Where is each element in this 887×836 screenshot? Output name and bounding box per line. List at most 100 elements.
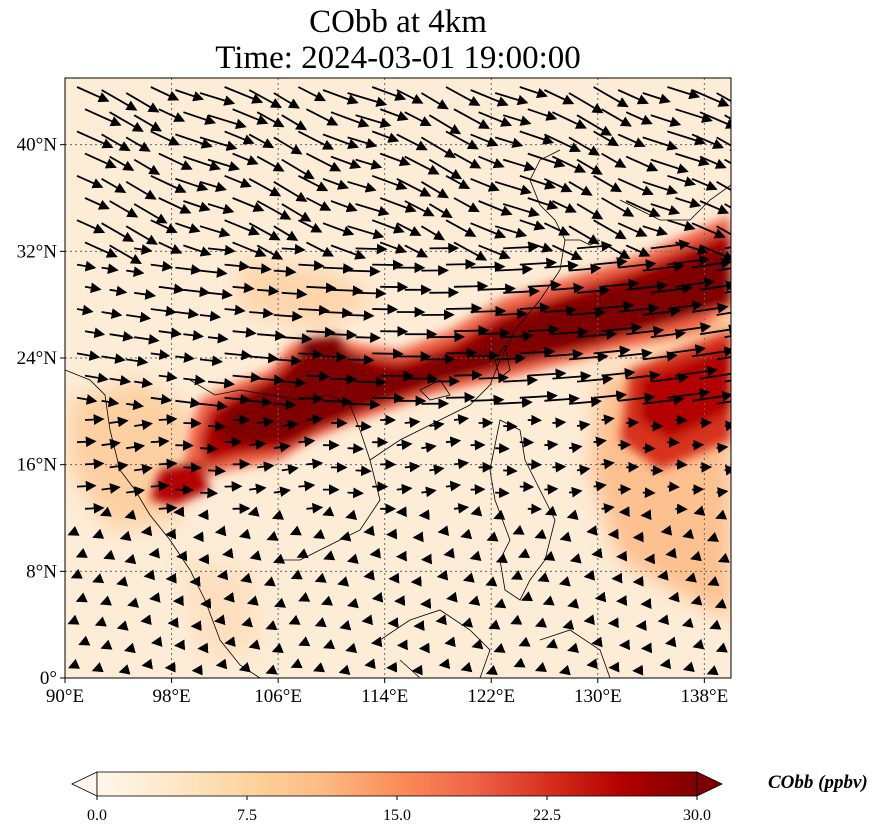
wind-arrow — [133, 114, 163, 132]
wind-arrow — [404, 155, 440, 175]
wind-arrow — [527, 108, 558, 121]
wind-arrow — [675, 197, 702, 209]
wind-arrow — [519, 174, 556, 190]
colorbar-tick-label: 15.0 — [383, 807, 411, 824]
wind-arrow — [148, 547, 160, 559]
wind-arrow — [675, 365, 719, 377]
wind-arrow — [322, 396, 353, 408]
wind-arrow — [478, 244, 511, 260]
wind-arrow — [625, 200, 661, 217]
wind-arrow — [675, 322, 712, 333]
wind-arrow — [281, 158, 315, 180]
wind-arrow — [640, 598, 652, 609]
wind-arrow — [640, 509, 652, 521]
wind-arrow — [134, 244, 153, 255]
wind-arrow — [141, 658, 153, 670]
wind-arrow — [576, 329, 618, 340]
wind-arrow — [396, 222, 422, 236]
wind-arrow — [420, 92, 449, 110]
wind-arrow — [428, 203, 453, 218]
colorbar-tick-label: 22.5 — [533, 807, 561, 824]
wind-arrow — [92, 573, 105, 584]
wind-arrow — [445, 175, 471, 190]
wind-arrow — [116, 576, 129, 587]
wind-arrow — [576, 464, 591, 476]
wind-arrow — [123, 642, 136, 654]
wind-arrow — [478, 155, 505, 169]
wind-arrow — [355, 465, 372, 477]
wind-arrow — [183, 374, 206, 386]
wind-arrow — [478, 372, 510, 384]
wind-arrow — [453, 197, 480, 213]
wind-arrow — [151, 636, 163, 647]
wind-arrow — [379, 152, 411, 167]
wind-arrow — [396, 483, 413, 495]
wind-arrow — [682, 661, 695, 673]
wind-arrow — [650, 114, 682, 127]
wind-arrow — [650, 328, 687, 340]
wind-arrow — [618, 484, 632, 495]
wind-arrow — [305, 241, 335, 257]
wind-arrow — [173, 506, 185, 518]
wind-arrow — [642, 306, 682, 317]
wind-arrow — [265, 620, 278, 631]
wind-arrow — [249, 396, 273, 408]
wind-arrow — [650, 283, 693, 295]
wind-arrow — [347, 136, 378, 149]
wind-arrow — [347, 443, 364, 454]
wind-arrow — [183, 329, 204, 341]
y-tick-label: 16°N — [17, 455, 58, 476]
wind-arrow — [715, 509, 728, 520]
wind-arrow — [537, 572, 550, 583]
wind-arrow — [445, 219, 477, 237]
wind-arrow — [394, 595, 406, 606]
wind-arrow — [576, 203, 604, 220]
wind-arrow — [372, 348, 404, 360]
wind-arrow — [601, 367, 636, 379]
wind-arrow — [502, 114, 532, 126]
wind-arrow — [445, 130, 479, 150]
wind-arrow — [632, 664, 644, 676]
wind-arrow — [618, 259, 657, 270]
wind-arrow — [347, 92, 388, 107]
wind-arrow — [690, 595, 703, 606]
wind-arrow — [238, 528, 251, 540]
wind-arrow — [640, 642, 653, 654]
wind-arrow — [444, 636, 456, 648]
wind-arrow — [503, 286, 541, 297]
wind-arrow — [568, 486, 583, 498]
wind-arrow — [314, 617, 327, 628]
wind-arrow — [76, 350, 101, 361]
wind-arrow — [101, 133, 131, 152]
wind-arrow — [116, 620, 129, 631]
wind-arrow — [241, 616, 253, 628]
y-tick-label: 0° — [40, 668, 57, 689]
wind-arrow — [495, 263, 534, 275]
wind-arrow — [109, 285, 128, 297]
wind-arrow — [281, 419, 299, 431]
wind-arrow — [544, 305, 577, 316]
wind-arrow — [675, 277, 715, 289]
wind-arrow — [699, 324, 731, 336]
wind-arrow — [175, 264, 203, 275]
wind-arrow — [371, 174, 408, 191]
wind-arrow — [534, 661, 547, 672]
wind-arrow — [607, 528, 619, 540]
wind-arrow — [306, 282, 337, 294]
wind-arrow — [101, 438, 121, 450]
wind-arrow — [76, 260, 97, 272]
wind-arrow — [249, 263, 272, 274]
wind-arrow — [126, 266, 145, 278]
wind-arrow — [322, 351, 348, 363]
wind-arrow — [470, 261, 506, 273]
wind-arrow — [667, 300, 704, 311]
wind-arrow — [305, 197, 332, 211]
wind-arrow — [84, 152, 117, 169]
wind-arrow — [289, 525, 302, 536]
wind-arrow — [664, 636, 677, 648]
wind-arrow — [150, 219, 178, 234]
wind-arrow — [453, 369, 483, 381]
wind-arrow — [273, 486, 291, 497]
wind-arrow — [642, 92, 671, 104]
wind-arrow — [562, 619, 575, 630]
